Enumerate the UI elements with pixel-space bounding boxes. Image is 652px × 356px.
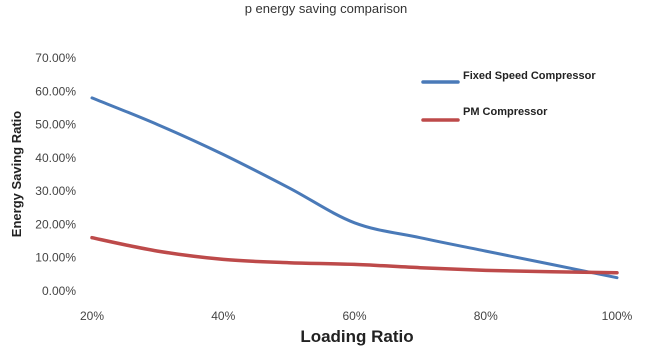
y-tick-label: 50.00% [35, 118, 76, 132]
y-tick-label: 10.00% [35, 251, 76, 265]
x-tick-label: 100% [602, 309, 633, 323]
header-fragment: p energy saving comparison [245, 1, 408, 16]
legend-label: Fixed Speed Compressor [463, 70, 596, 82]
x-tick-label: 80% [474, 309, 498, 323]
y-tick-label: 20.00% [35, 217, 76, 231]
x-axis-ticks: 20% 40% 60% 80% 100% [80, 309, 633, 323]
y-tick-label: 40.00% [35, 151, 76, 165]
series-lines [90, 96, 619, 280]
series-line-pm-compressor [90, 235, 619, 275]
legend: Fixed Speed Compressor PM Compressor [421, 70, 596, 122]
y-axis-title: Energy Saving Ratio [9, 111, 24, 237]
x-tick-label: 60% [342, 309, 366, 323]
x-axis-title: Loading Ratio [300, 327, 413, 346]
x-tick-label: 40% [211, 309, 235, 323]
y-tick-label: 0.00% [42, 284, 76, 298]
x-tick-label: 20% [80, 309, 104, 323]
y-tick-label: 70.00% [35, 51, 76, 65]
y-tick-label: 30.00% [35, 184, 76, 198]
y-axis-ticks: 0.00% 10.00% 20.00% 30.00% 40.00% 50.00% 60.00… [35, 51, 76, 298]
series-line-fixed-speed-compressor [90, 96, 619, 280]
y-tick-label: 60.00% [35, 84, 76, 98]
legend-label: PM Compressor [463, 106, 548, 118]
